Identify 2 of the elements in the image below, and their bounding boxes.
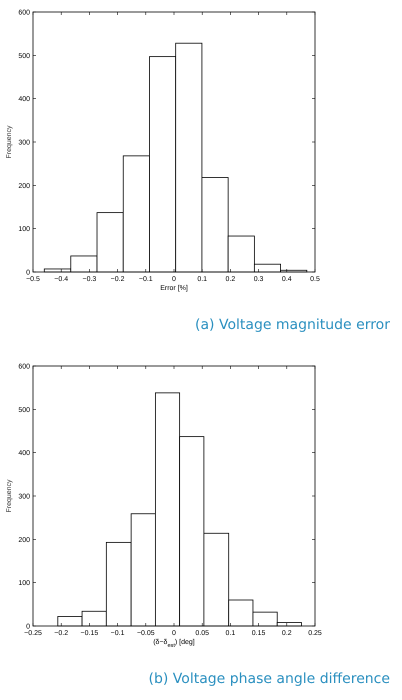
text: (a) Voltage magnitude error (195, 317, 390, 333)
text: (b) Voltage phase angle difference (148, 671, 390, 687)
